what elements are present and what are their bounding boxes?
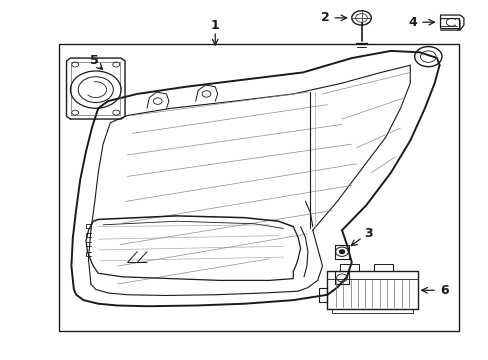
Circle shape — [339, 250, 344, 253]
Text: 2: 2 — [320, 12, 328, 24]
Text: 3: 3 — [364, 227, 372, 240]
Text: 5: 5 — [90, 54, 99, 67]
Text: 6: 6 — [439, 284, 448, 297]
Bar — [59, 44, 458, 330]
Text: 4: 4 — [407, 16, 416, 29]
Text: 1: 1 — [210, 19, 219, 32]
